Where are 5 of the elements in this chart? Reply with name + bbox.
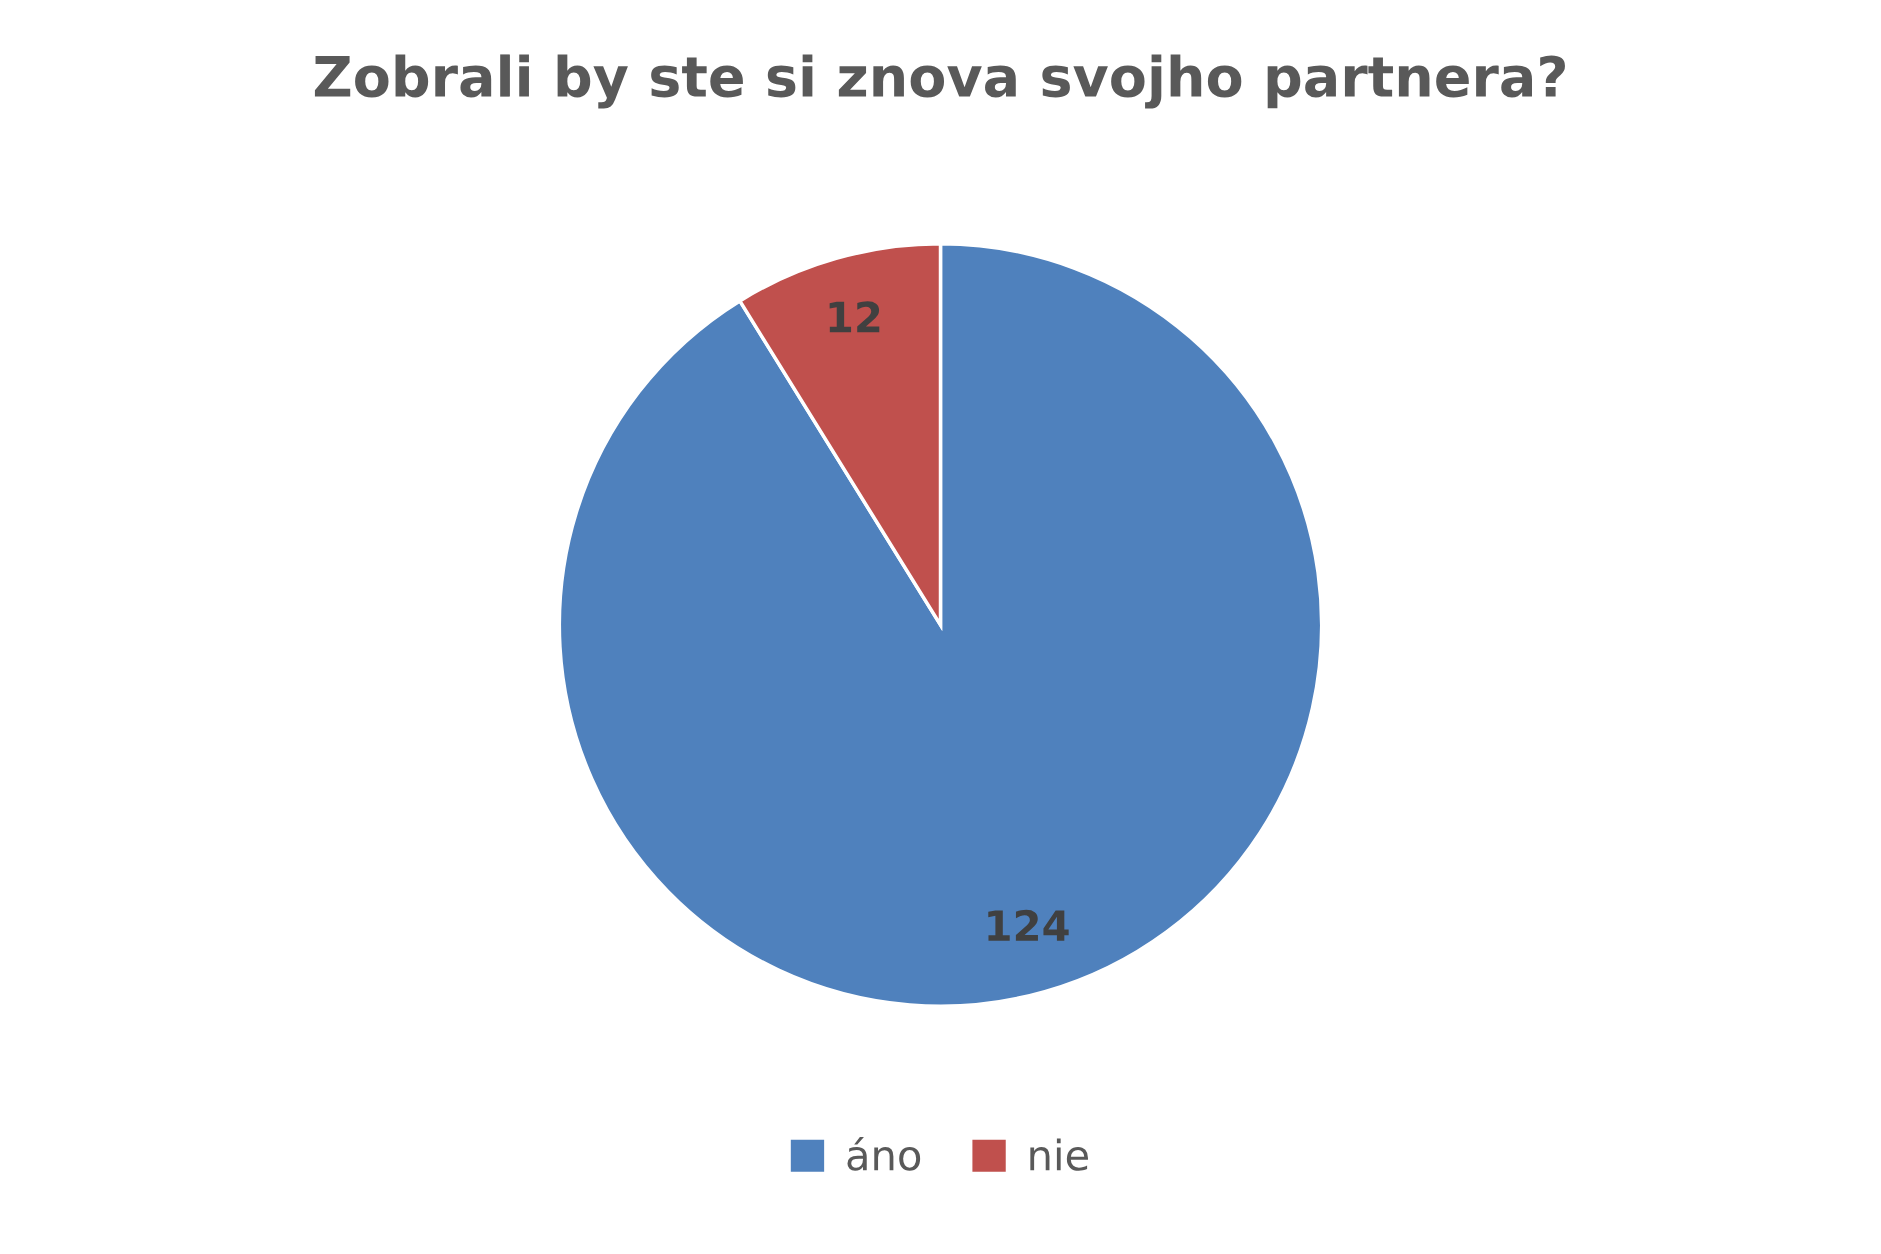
- data-label: 124: [988, 909, 1069, 941]
- chart-title: Zobrali by ste si znova svojho partnera?: [314, 54, 1565, 109]
- data-label: 12: [829, 301, 880, 333]
- legend-label: áno: [847, 1136, 921, 1171]
- legend-label: nie: [1030, 1138, 1088, 1171]
